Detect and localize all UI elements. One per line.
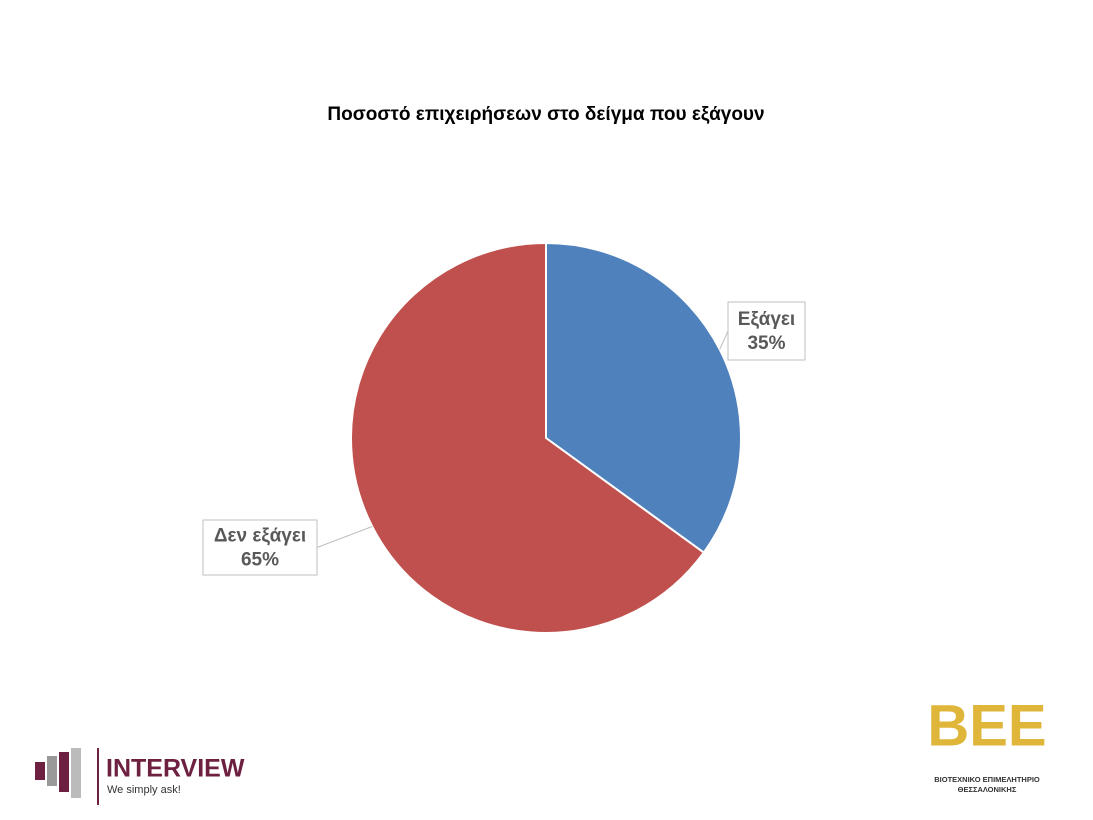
pie-slice [350,241,706,634]
slice-label: Εξάγει [738,309,795,330]
logo-bar [47,756,57,786]
logo-bar [71,748,81,798]
leader-line [316,526,373,548]
label-box [727,301,806,361]
leader-line [719,330,729,350]
interview-logo: INTERVIEW We simply ask! [35,748,245,805]
logo-name: INTERVIEW [106,755,245,783]
logo-mark: ΒΕΕ [927,693,1046,758]
logo-line: ΒΙΟΤΕΧΝΙΚΟ ΕΠΙΜΕΛΗΤΗΡΙΟ [934,775,1040,784]
logo-bar [59,752,69,792]
pie-slice [545,241,742,555]
logo-bar [35,762,45,780]
value-label: 35% [747,333,785,354]
logo-tagline: We simply ask! [107,784,181,796]
logo-line: ΘΕΣΣΑΛΟΝΙΚΗΣ [958,785,1017,794]
value-label: 65% [241,550,279,571]
slice-label: Δεν εξάγει [214,526,306,547]
label-box [202,519,318,576]
chart-title: Ποσοστό επιχειρήσεων στο δείγμα που εξάγ… [327,104,764,125]
bee-logo: ΒΕΕ ΒΙΟΤΕΧΝΙΚΟ ΕΠΙΜΕΛΗΤΗΡΙΟ ΘΕΣΣΑΛΟΝΙΚΗΣ [927,693,1046,794]
